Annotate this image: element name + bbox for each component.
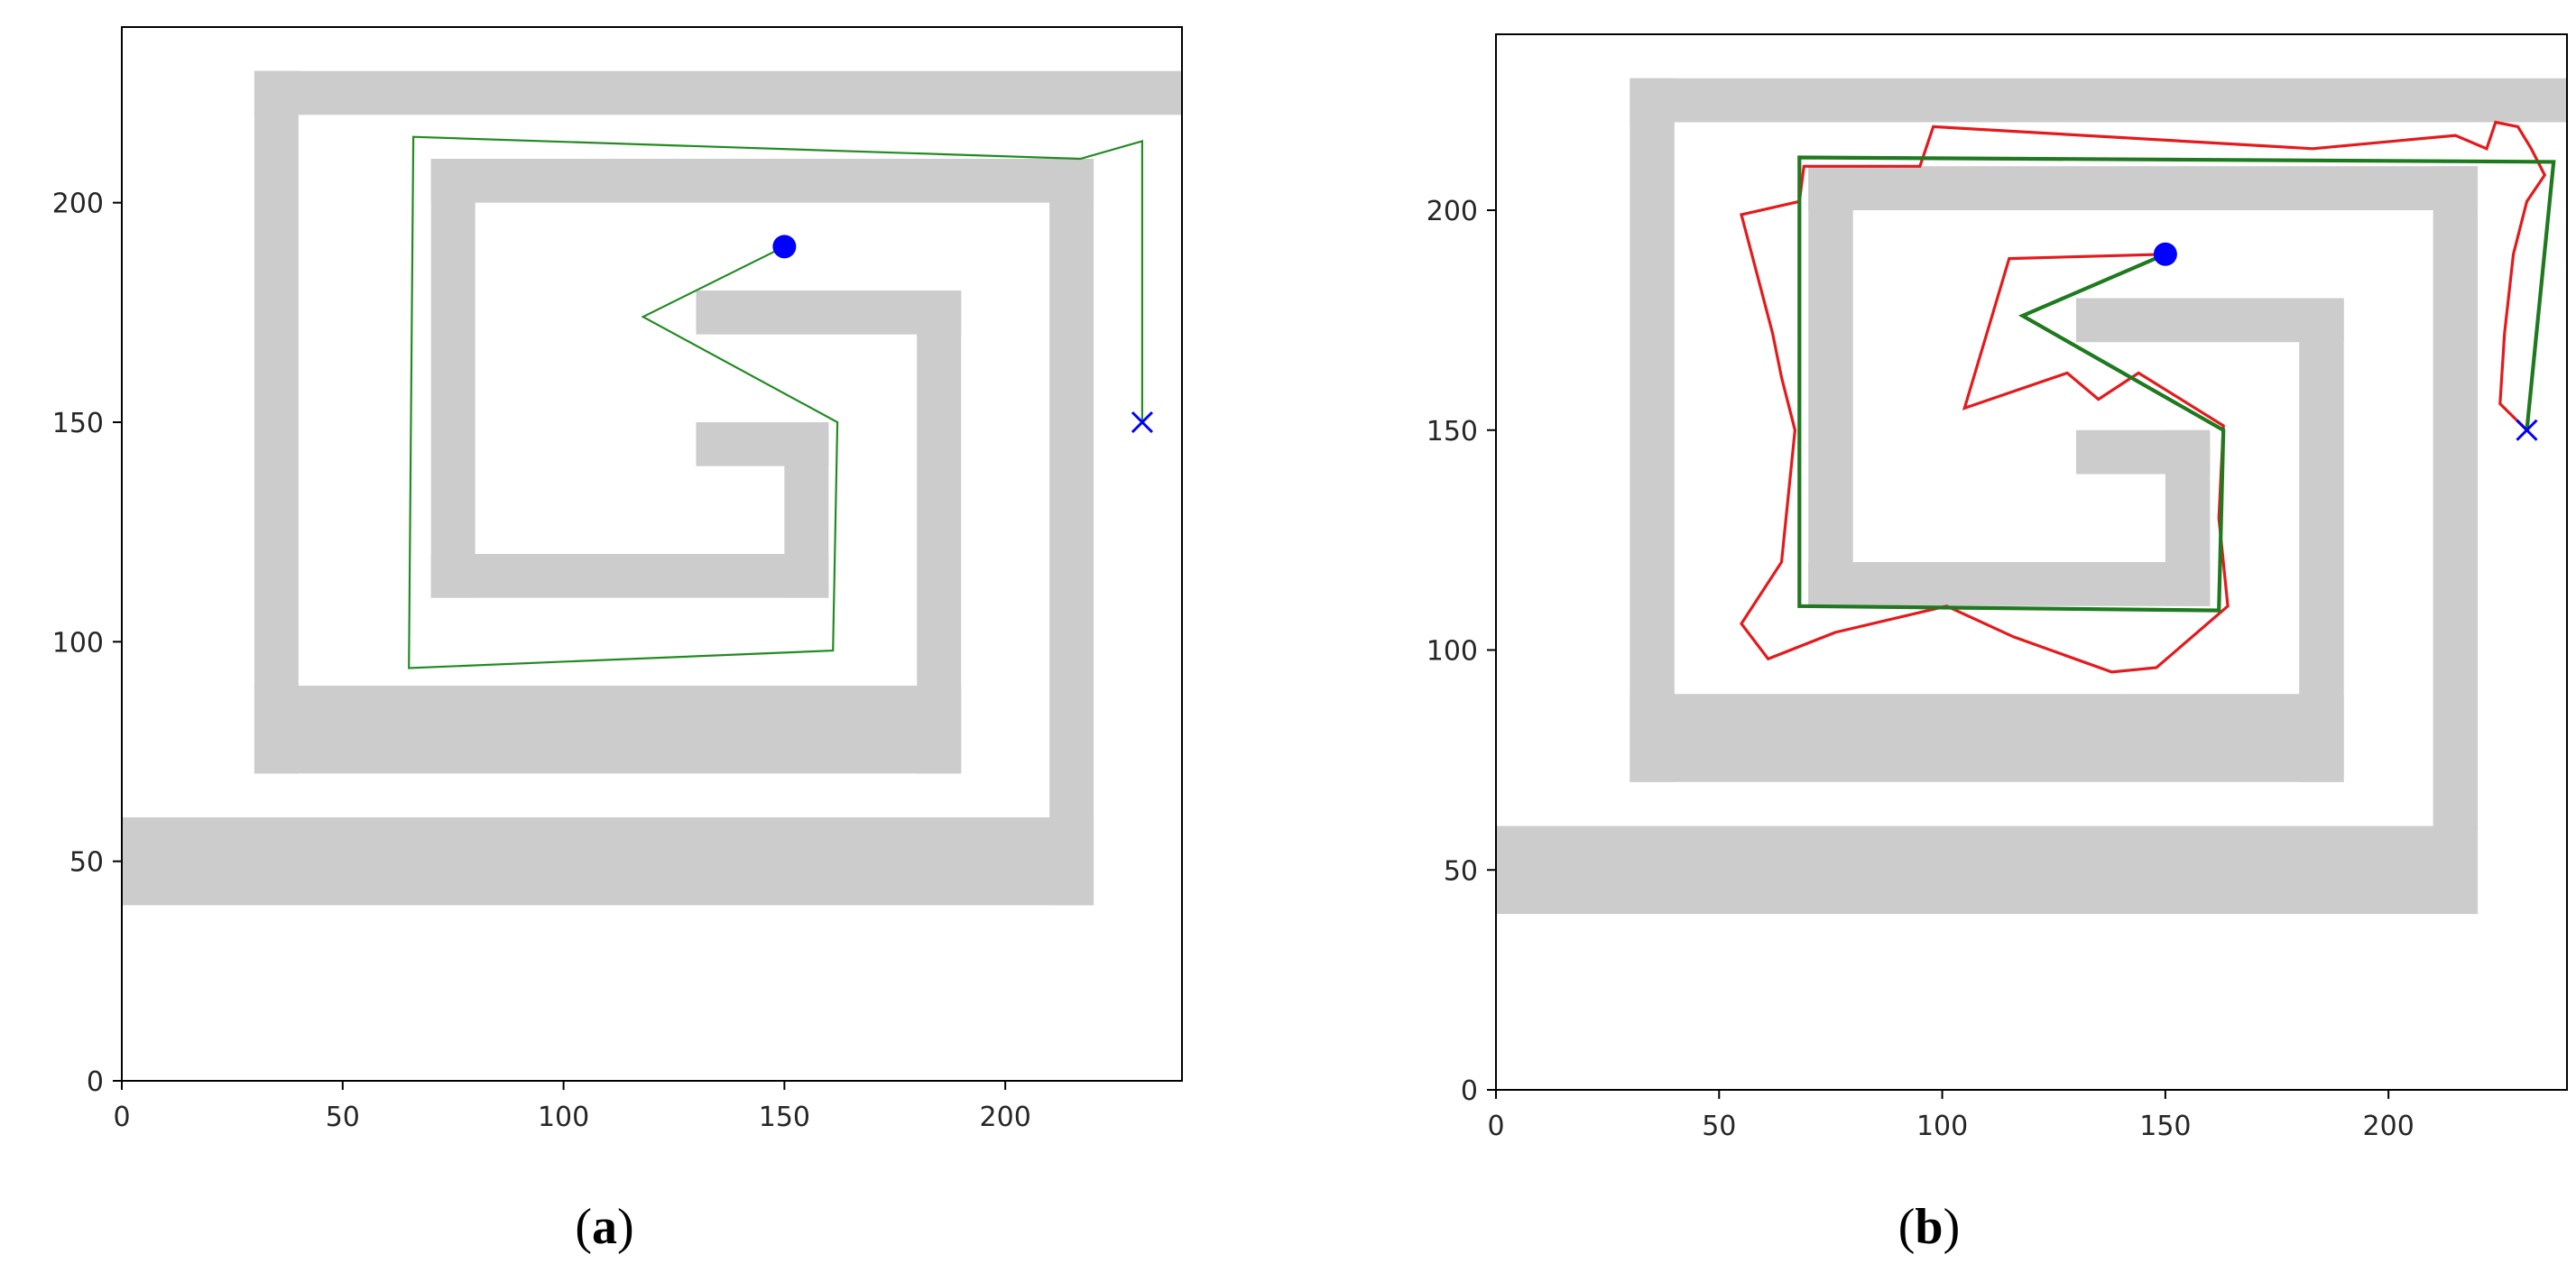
maze-wall <box>430 159 1094 203</box>
y-tick-label: 200 <box>52 189 104 220</box>
x-tick-label: 50 <box>326 1102 360 1133</box>
maze-wall <box>1808 166 1853 606</box>
maze-wall <box>1808 562 2211 606</box>
x-tick-label: 0 <box>1487 1111 1504 1142</box>
start-marker <box>2153 242 2177 266</box>
panel-label: (b) <box>1898 1199 1960 1255</box>
maze-wall <box>1808 166 2479 210</box>
x-tick-label: 100 <box>1916 1111 1968 1142</box>
goal-marker <box>2516 419 2538 441</box>
x-tick-label: 50 <box>1702 1111 1736 1142</box>
y-tick-label: 150 <box>1426 416 1478 447</box>
maze-wall <box>696 422 829 466</box>
x-tick-label: 200 <box>980 1102 1031 1133</box>
axes-frame <box>1495 33 2568 1091</box>
y-tick-label: 50 <box>69 847 104 879</box>
maze-wall <box>254 70 299 774</box>
y-tick-label: 50 <box>1444 855 1478 887</box>
path-line <box>1797 155 2556 613</box>
maze-wall <box>430 554 829 598</box>
maze-wall <box>1049 159 1094 906</box>
y-tick-label: 100 <box>52 627 104 659</box>
plot-area <box>122 70 1182 906</box>
maze-wall <box>1496 826 2479 914</box>
maze-wall <box>254 70 1182 115</box>
maze-wall <box>254 686 962 774</box>
maze-wall <box>2075 429 2211 475</box>
panel-label: (a) <box>575 1199 633 1255</box>
x-tick-label: 150 <box>2139 1111 2191 1142</box>
maze-wall <box>1630 78 1675 782</box>
maze-wall <box>2299 298 2344 782</box>
maze-wall <box>2075 298 2344 343</box>
maze-wall <box>430 159 475 598</box>
plot-area <box>1496 78 2567 914</box>
axes-frame <box>121 26 1183 1082</box>
panel-a: 0 50 100 150 200 0 50 100 150 200 (a) <box>52 26 1183 1255</box>
maze-wall <box>696 291 962 335</box>
maze-wall <box>917 291 962 774</box>
goal-marker <box>1131 410 1153 434</box>
y-tick-label: 0 <box>1461 1075 1478 1107</box>
x-tick-label: 100 <box>538 1102 589 1133</box>
path-line <box>1740 120 2547 674</box>
y-tick-label: 150 <box>52 408 104 439</box>
x-tick-label: 150 <box>759 1102 810 1133</box>
maze-wall <box>122 817 1094 906</box>
path-line <box>408 135 1144 669</box>
y-tick-label: 0 <box>87 1066 104 1098</box>
start-marker <box>772 235 797 259</box>
maze-wall <box>1630 694 2344 782</box>
y-tick-label: 100 <box>1426 636 1478 668</box>
panel-b: 0 50 100 150 200 0 50 100 150 200 (b) <box>1426 33 2568 1255</box>
maze-wall <box>1630 78 2567 123</box>
x-tick-label: 0 <box>113 1102 130 1133</box>
maze-wall <box>2433 166 2479 914</box>
y-tick-label: 200 <box>1426 196 1478 227</box>
x-tick-label: 200 <box>2363 1111 2414 1142</box>
